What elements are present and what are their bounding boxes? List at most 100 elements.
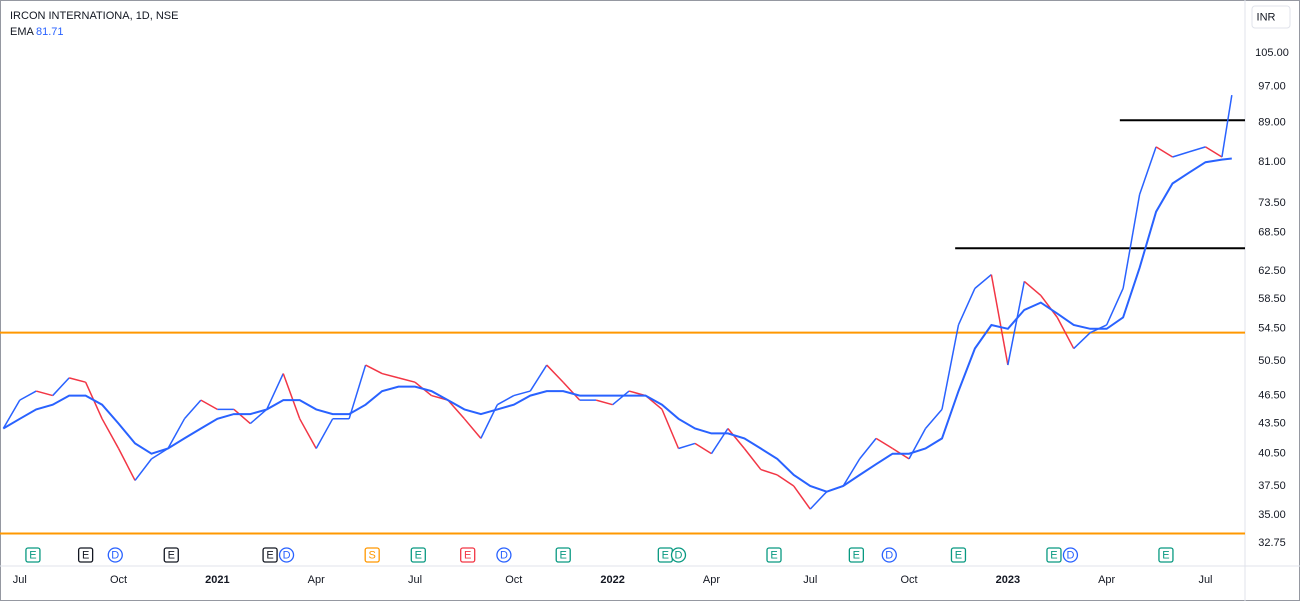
price-segment (282, 373, 301, 420)
price-segment (1155, 146, 1173, 158)
price-segment (562, 381, 581, 401)
price-segment (694, 442, 712, 455)
event-label: D (885, 549, 893, 561)
price-segment (381, 372, 399, 379)
x-tick-label: 2021 (205, 574, 229, 586)
event-icon (1046, 547, 1062, 563)
price-segment (167, 418, 186, 449)
price-segment (595, 399, 613, 406)
x-tick-label: Oct (110, 574, 127, 586)
y-tick-label: 32.75 (1258, 537, 1286, 549)
price-segment (1122, 194, 1141, 289)
event-icon (460, 547, 476, 563)
price-segment (496, 394, 515, 406)
x-tick-label: Apr (1098, 574, 1115, 586)
currency-label[interactable]: INR (1257, 11, 1276, 23)
y-tick-label: 105.00 (1255, 47, 1289, 59)
price-segment (678, 442, 696, 450)
price-segment (1073, 332, 1091, 350)
y-tick-label: 81.00 (1258, 156, 1286, 168)
price-segment (2, 399, 21, 429)
event-icon (670, 547, 687, 563)
event-label: D (283, 549, 291, 561)
event-icon (364, 547, 380, 563)
plot (0, 94, 1245, 535)
event-icon (163, 547, 179, 563)
event-label: E (82, 549, 89, 561)
price-segment (1138, 146, 1157, 195)
event-icon (766, 547, 782, 563)
event-label: D (111, 549, 119, 561)
x-tick-label: 2023 (996, 574, 1020, 586)
price-segment (727, 427, 745, 449)
y-tick-label: 89.00 (1258, 116, 1286, 128)
event-icon (848, 547, 864, 563)
price-segment (1040, 294, 1058, 318)
price-segment (1188, 146, 1206, 153)
y-tick-label: 37.50 (1258, 480, 1286, 492)
price-segment (974, 274, 992, 289)
x-tick-label: Jul (408, 574, 422, 586)
event-label: E (770, 549, 777, 561)
event-icon (77, 547, 94, 563)
price-segment (743, 448, 762, 470)
y-tick-label: 68.50 (1258, 227, 1286, 239)
price-segment (1056, 317, 1075, 349)
price-segment (875, 437, 893, 450)
event-label: E (266, 549, 273, 561)
currency-button[interactable] (1251, 5, 1291, 29)
price-segment (513, 390, 531, 397)
price-segment (233, 408, 251, 425)
y-tick-label: 35.00 (1258, 509, 1286, 521)
x-tick-label: Oct (900, 574, 917, 586)
event-icon (262, 547, 278, 563)
price-segment (52, 377, 70, 397)
price-segment (1221, 94, 1233, 158)
event-icon (881, 547, 897, 563)
x-tick-label: Apr (308, 574, 325, 586)
chart-title: IRCON INTERNATIONA, 1D, NSE (10, 10, 178, 22)
event-icon (1062, 547, 1079, 563)
price-segment (793, 485, 811, 510)
x-tick-label: Jul (1198, 574, 1212, 586)
y-tick-label: 43.50 (1258, 418, 1286, 430)
price-segment (612, 390, 630, 406)
event-label: E (853, 549, 860, 561)
y-tick-label: 58.50 (1258, 293, 1286, 305)
event-icon (496, 547, 512, 563)
event-icon (950, 547, 967, 563)
price-segment (68, 377, 86, 383)
price-segment (1007, 281, 1026, 366)
y-tick-label: 97.00 (1258, 80, 1286, 92)
event-label: E (1162, 549, 1169, 561)
x-tick-label: Jul (13, 574, 27, 586)
event-label: E (955, 549, 962, 561)
x-tick-label: Apr (703, 574, 720, 586)
y-tick-label: 54.50 (1258, 323, 1286, 335)
price-segment (183, 399, 202, 420)
x-tick-label: Jul (803, 574, 817, 586)
price-segment (315, 418, 334, 449)
price-segment (36, 390, 53, 397)
event-label: E (464, 549, 471, 561)
price-segment (101, 418, 120, 449)
price-segment (859, 437, 877, 460)
event-label: E (560, 549, 567, 561)
price-segment (1023, 280, 1042, 297)
event-label: E (168, 549, 175, 561)
x-tick-label: Oct (505, 574, 522, 586)
price-segment (348, 364, 367, 420)
price-segment (200, 399, 218, 411)
event-label: E (29, 549, 36, 561)
y-tick-label: 73.50 (1258, 197, 1286, 209)
price-segment (776, 474, 795, 487)
price-segment (1172, 151, 1190, 158)
y-tick-label: 62.50 (1258, 265, 1286, 277)
price-segment (299, 418, 317, 449)
event-label: E (415, 549, 422, 561)
event-label: D (500, 549, 508, 561)
event-label: E (1050, 549, 1057, 561)
price-segment (134, 458, 153, 481)
legend-value: 81.71 (36, 26, 64, 38)
